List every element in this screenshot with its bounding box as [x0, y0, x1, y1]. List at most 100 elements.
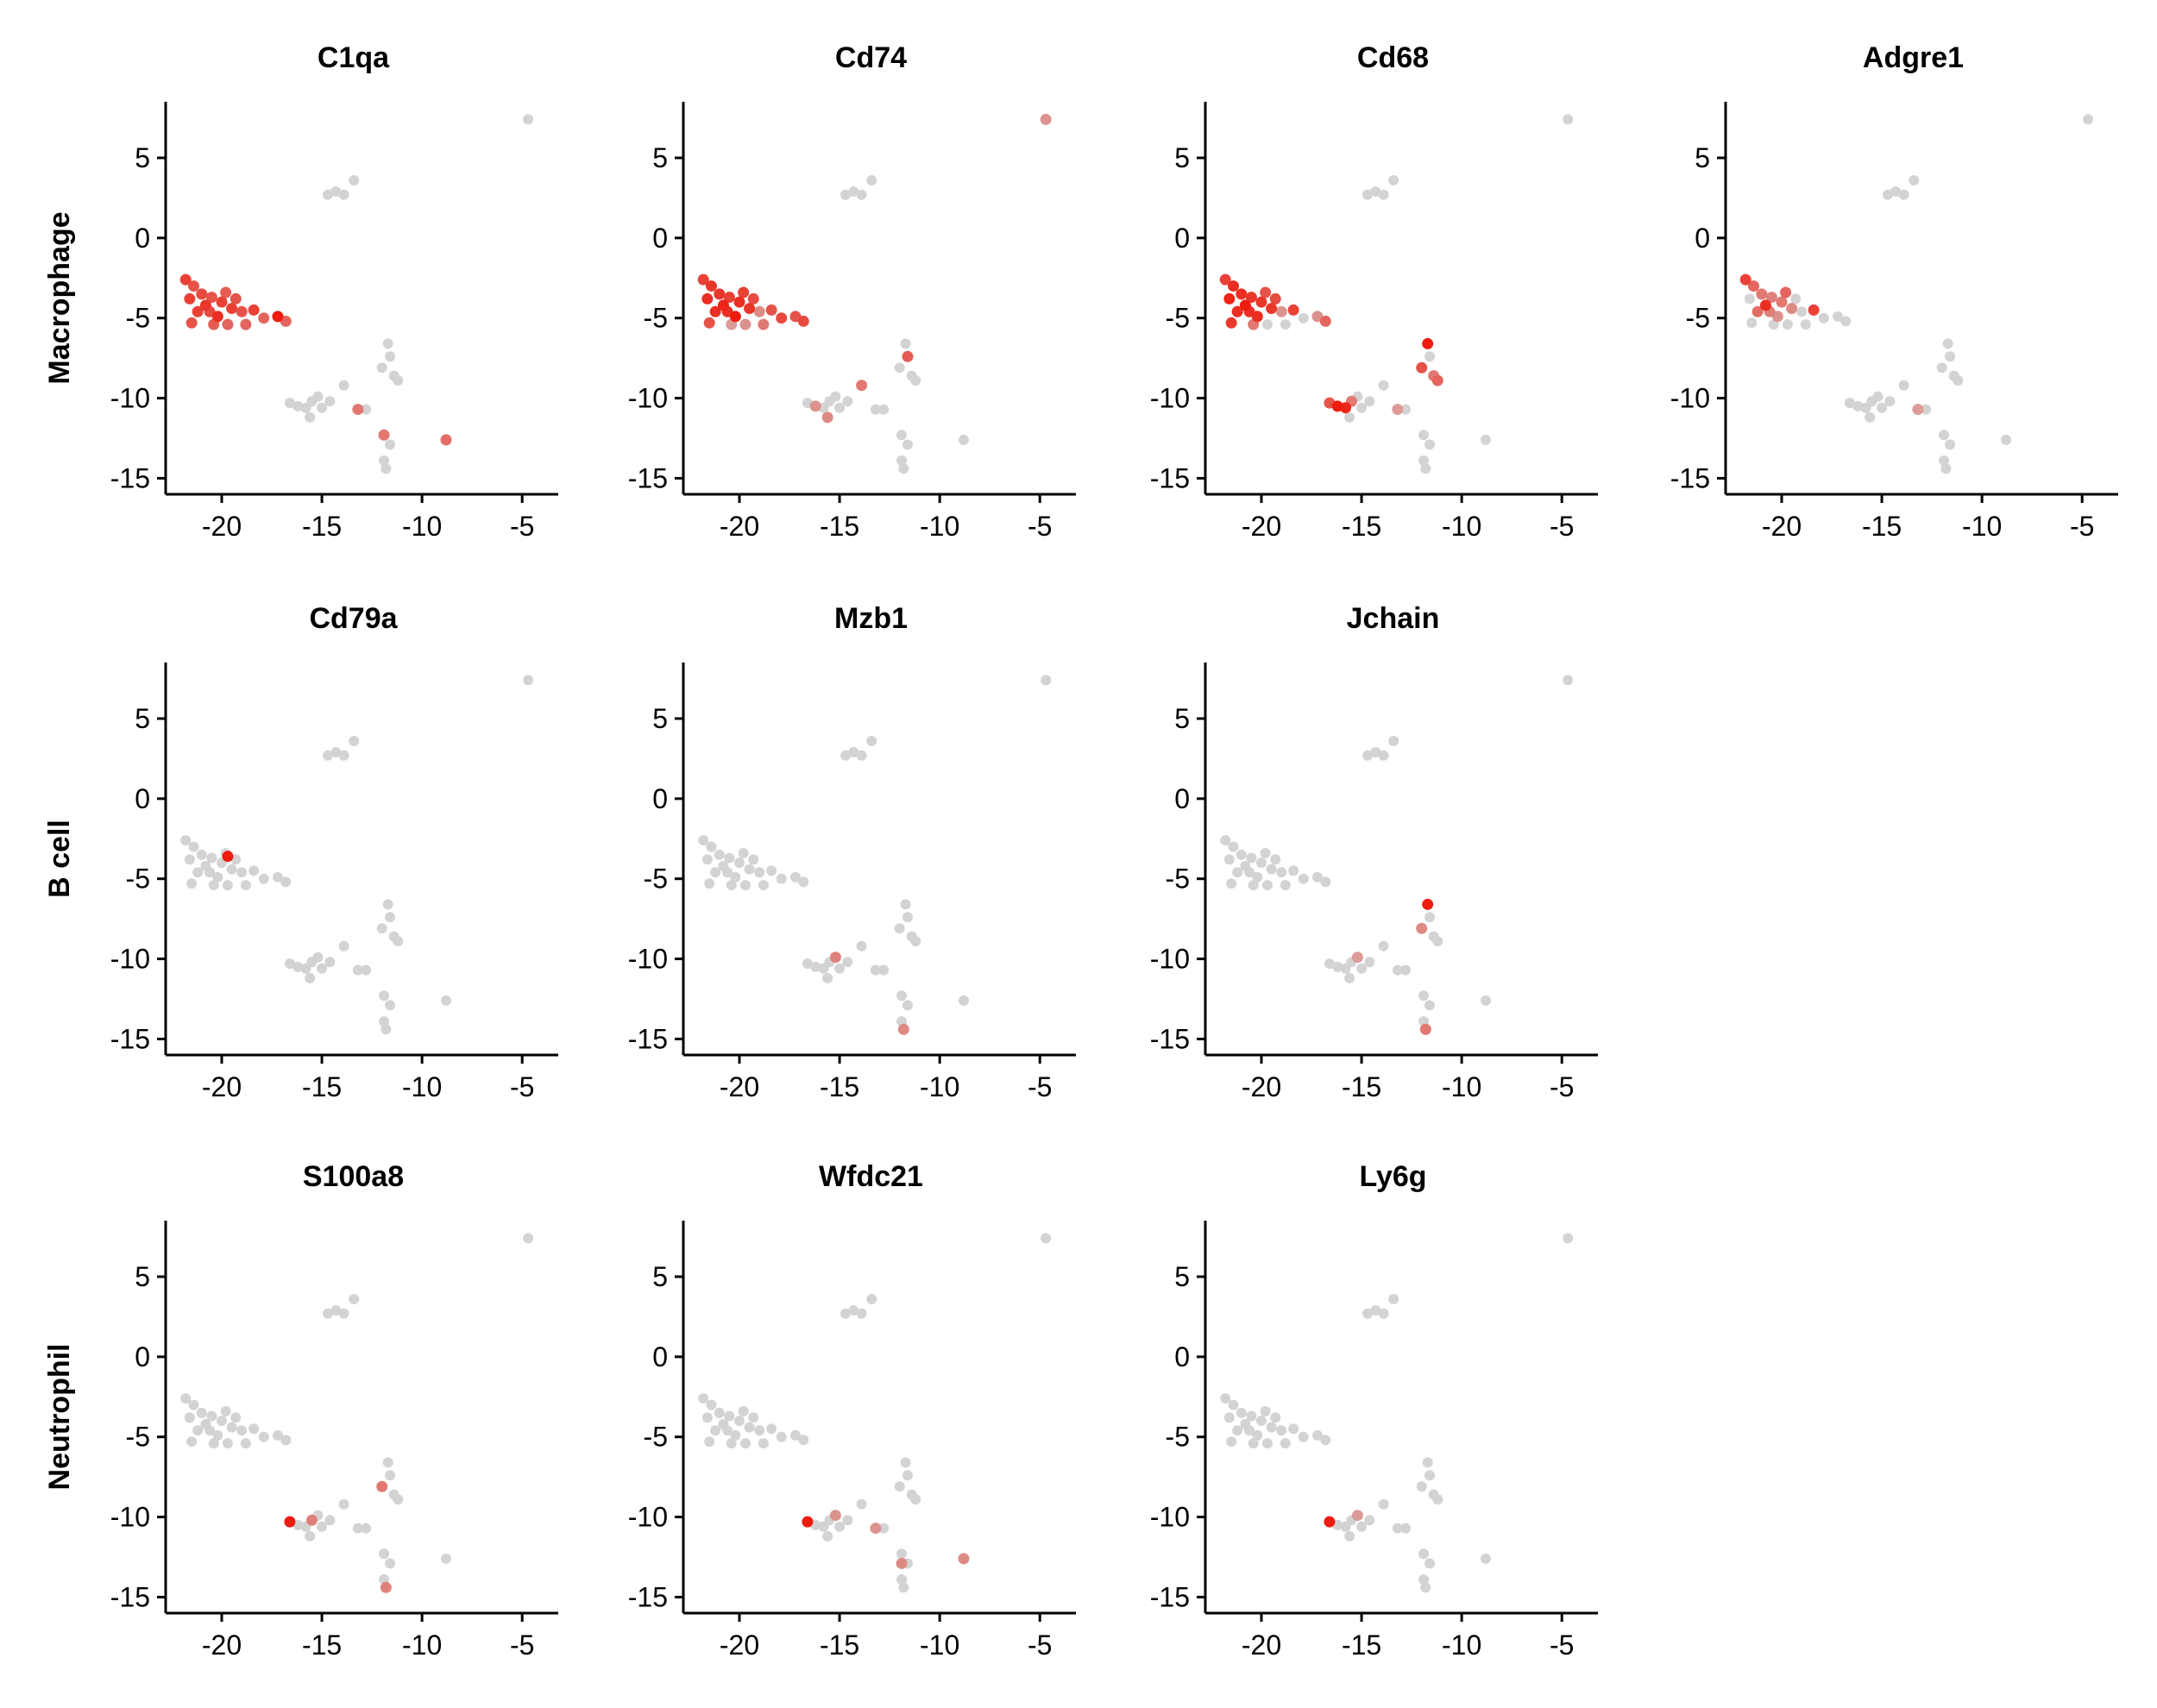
cell-point — [704, 1436, 715, 1447]
cell-point — [523, 114, 534, 125]
cell-point — [1942, 338, 1953, 349]
cell-point — [1909, 175, 1920, 185]
expressing-cell-point — [753, 305, 765, 317]
expressing-cell-point — [1040, 113, 1052, 125]
cell-point — [273, 1429, 283, 1441]
cell-point — [1248, 1438, 1259, 1449]
cell-point — [1400, 404, 1412, 415]
cell-point — [1921, 404, 1932, 415]
cell-point — [523, 1233, 534, 1244]
cell-point — [379, 990, 390, 1002]
y-tick-label: -15 — [1150, 462, 1190, 493]
cell-point — [352, 964, 363, 976]
cell-point — [878, 404, 890, 415]
panel-cd68: Cd68 5 0 -5 -10 -15 -20 -15 -10 -5 — [1150, 41, 1598, 542]
cell-point — [754, 1425, 765, 1436]
x-tick-label: -10 — [920, 511, 959, 542]
y-tick-label: -15 — [1670, 462, 1710, 493]
y-tick-label: -10 — [628, 1502, 668, 1533]
expressing-cell-point — [440, 434, 452, 446]
cell-point — [2083, 114, 2094, 125]
y-tick-label: -5 — [1166, 1422, 1190, 1453]
cell-point — [1280, 880, 1291, 891]
x-tick-label: -20 — [720, 1630, 759, 1661]
cell-point — [730, 1429, 741, 1441]
cell-point — [758, 880, 769, 891]
expressing-cell-point — [240, 318, 252, 330]
cell-point — [896, 1574, 908, 1585]
expressing-cell-point — [179, 273, 192, 286]
cell-point — [1852, 400, 1864, 411]
x-tick-label: -20 — [1242, 1630, 1281, 1661]
cell-point — [323, 1308, 334, 1319]
x-tick-label: -10 — [402, 1630, 442, 1661]
cell-point — [330, 747, 342, 757]
expressing-cell-point — [1260, 286, 1272, 298]
cell-point — [790, 871, 801, 882]
cell-point — [1420, 463, 1431, 474]
x-tick-label: -15 — [1342, 1630, 1381, 1661]
cell-point — [856, 750, 867, 761]
cell-point — [1244, 1425, 1255, 1436]
cell-point — [1370, 747, 1381, 757]
cell-point — [1563, 675, 1574, 686]
cell-point — [1248, 880, 1259, 891]
expressing-cell-point — [1422, 337, 1434, 349]
cell-point — [376, 923, 387, 934]
cell-point — [1246, 852, 1257, 863]
cell-point — [1936, 362, 1947, 374]
cell-point — [1883, 189, 1894, 200]
expressing-cell-point — [733, 296, 745, 308]
cell-point — [1252, 1429, 1263, 1441]
cell-point — [1939, 455, 1950, 466]
panel-title: S100a8 — [303, 1160, 404, 1193]
cell-point — [385, 1000, 395, 1011]
expressing-cell-point — [870, 1523, 882, 1535]
expressing-cell-point — [802, 1516, 814, 1528]
cell-point — [758, 1438, 769, 1449]
cell-point — [698, 1393, 709, 1404]
x-tick-label: -20 — [202, 1630, 242, 1661]
expressing-cell-point — [1275, 305, 1287, 317]
expressing-cell-point — [809, 400, 821, 412]
cell-point — [280, 876, 292, 888]
x-tick-label: -20 — [1762, 511, 1802, 542]
expressing-cell-point — [1231, 305, 1243, 317]
expressing-cell-point — [1219, 273, 1231, 286]
cell-point — [1252, 871, 1263, 882]
expressing-cell-point — [236, 305, 248, 317]
cell-point — [1364, 396, 1375, 407]
cell-point — [810, 961, 821, 972]
cell-point — [878, 964, 890, 976]
y-tick-label: 5 — [652, 703, 668, 734]
cell-point — [1953, 375, 1964, 386]
expressing-cell-point — [897, 1023, 909, 1035]
cell-point — [1833, 311, 1843, 322]
cell-point — [184, 1412, 195, 1423]
cell-point — [754, 867, 765, 878]
cell-point — [1236, 1407, 1247, 1418]
cell-point — [1481, 1553, 1491, 1564]
expressing-cell-point — [709, 305, 721, 317]
cell-point — [896, 1548, 908, 1560]
panel-title: Cd68 — [1357, 41, 1429, 74]
cell-point — [822, 972, 833, 983]
cell-point — [1796, 306, 1808, 317]
panel-jchain: Jchain 5 0 -5 -10 -15 -20 -15 -10 -5 — [1150, 602, 1598, 1102]
cell-point — [714, 849, 725, 860]
cell-point — [184, 854, 195, 865]
cell-point — [900, 1457, 911, 1468]
row-label: Neutrophil — [43, 1344, 76, 1491]
panel-title: Jchain — [1347, 602, 1440, 635]
expressing-cell-point — [211, 311, 223, 323]
cell-point — [870, 964, 881, 976]
cell-point — [1332, 961, 1343, 972]
x-tick-label: -15 — [1342, 511, 1381, 542]
cell-point — [1422, 1457, 1433, 1468]
expressing-cell-point — [821, 411, 833, 424]
expressing-cell-point — [230, 292, 242, 305]
cell-point — [1370, 186, 1381, 197]
cell-point — [698, 835, 709, 846]
cell-point — [870, 404, 881, 415]
